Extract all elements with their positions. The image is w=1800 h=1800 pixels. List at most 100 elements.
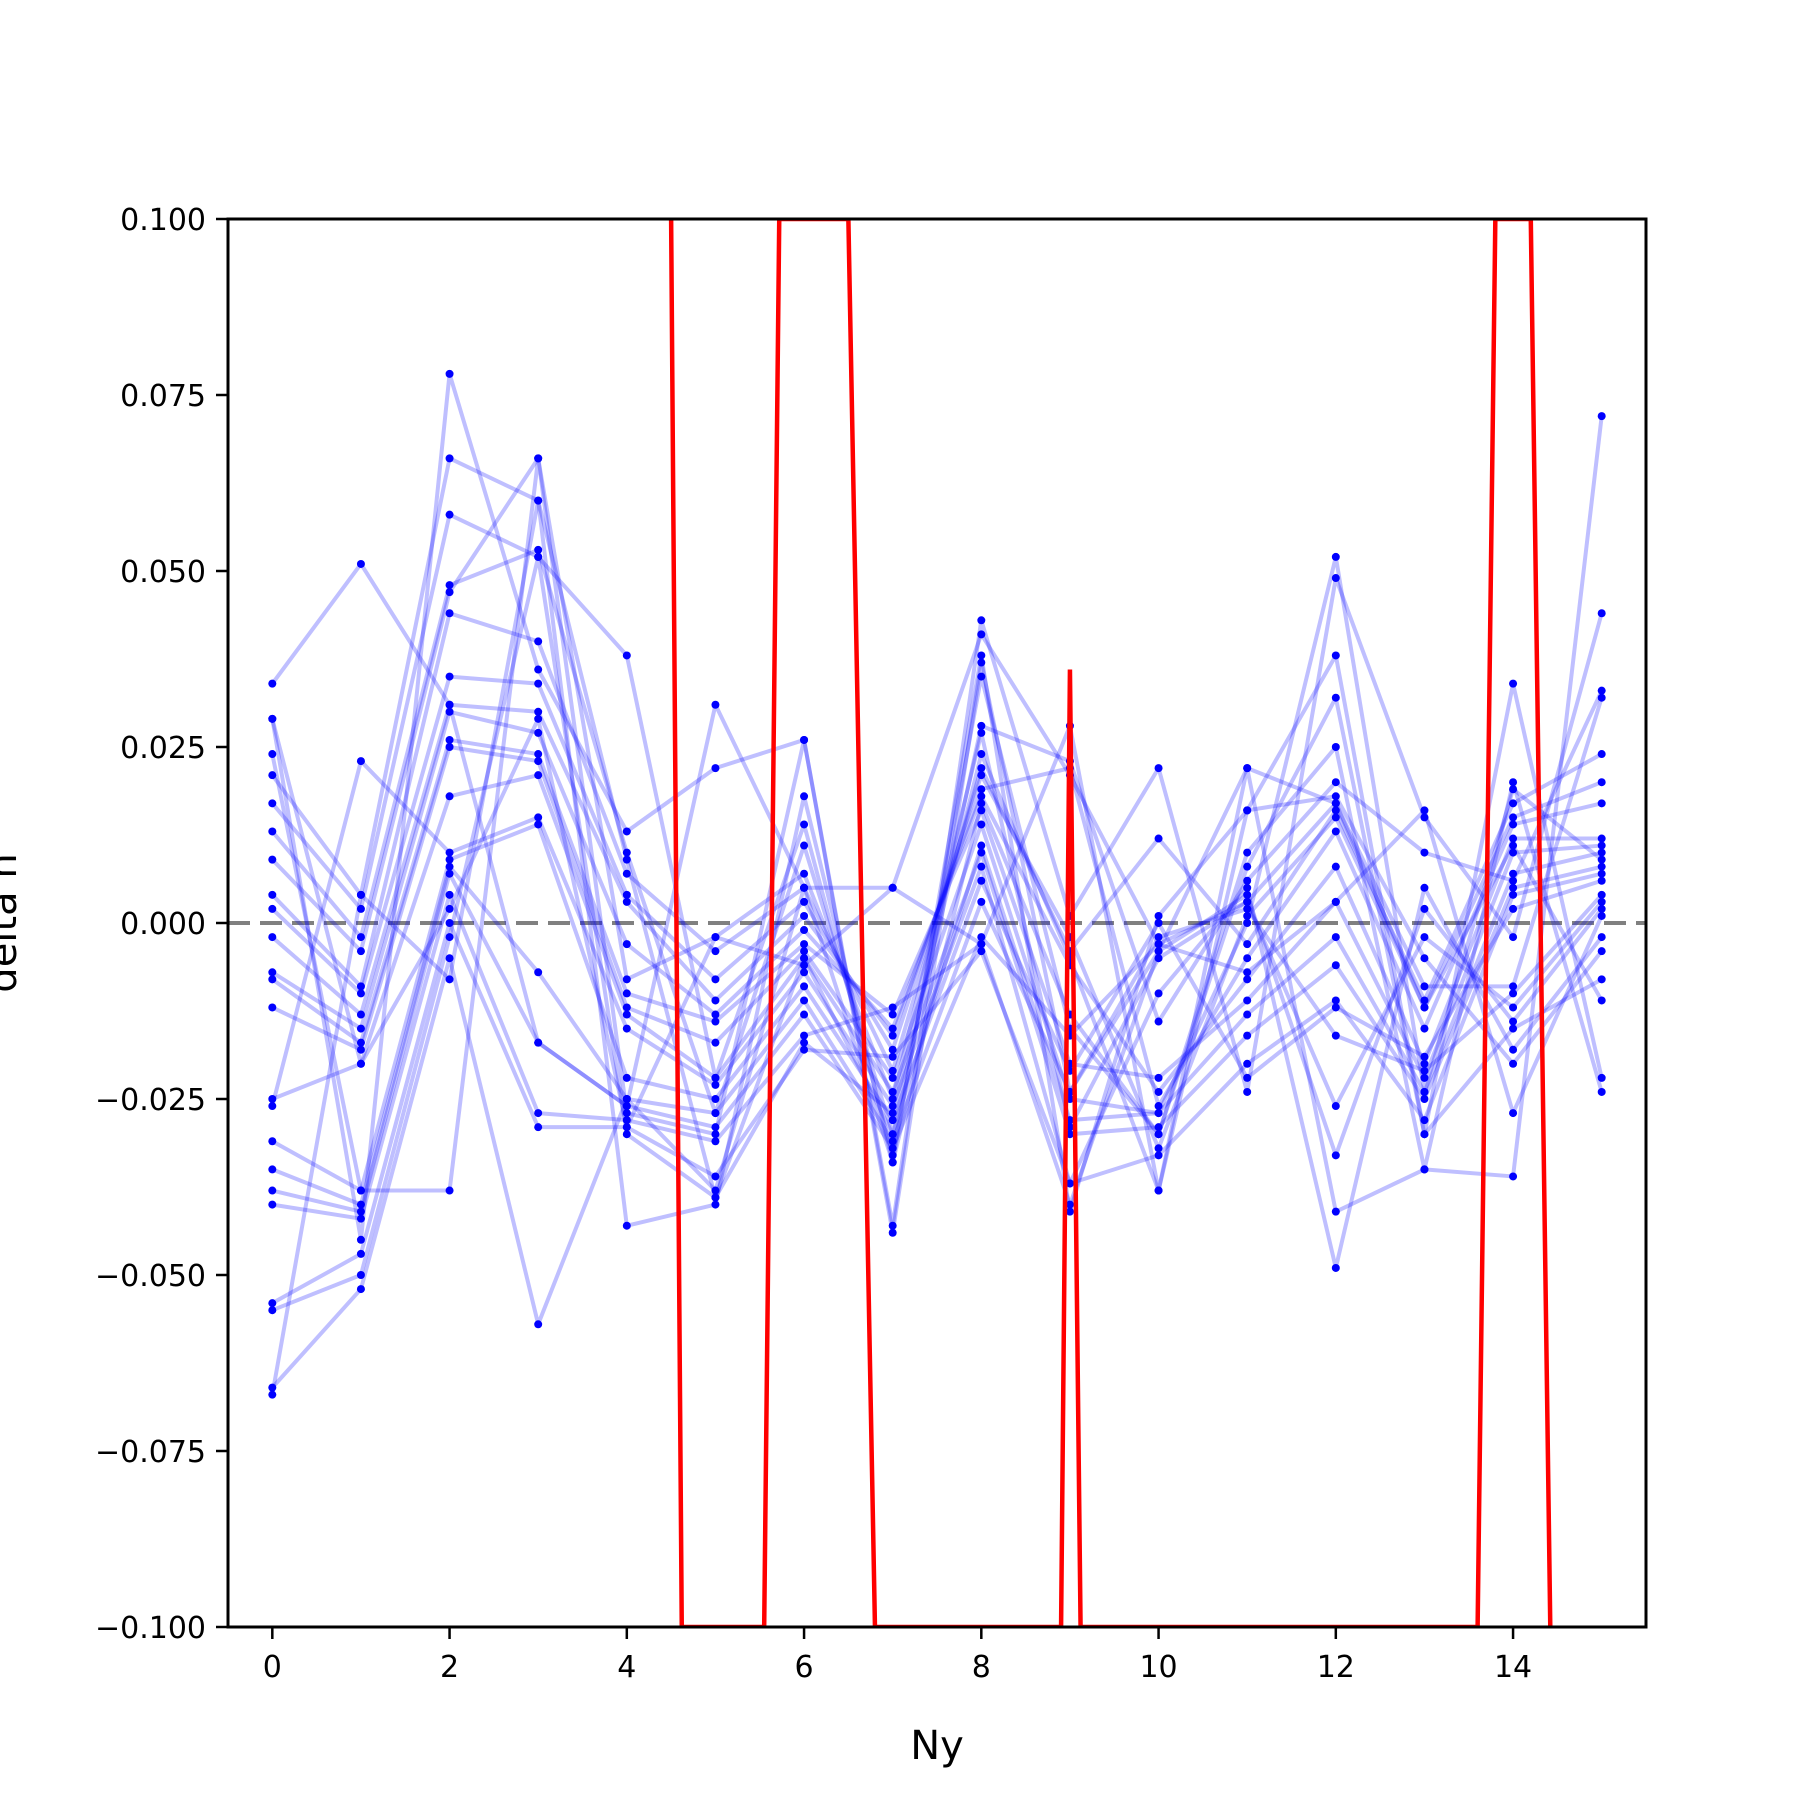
series-6-point-14 bbox=[1509, 982, 1518, 991]
series-15-point-14 bbox=[1509, 904, 1518, 913]
series-4-point-7 bbox=[888, 1151, 897, 1160]
series-line-1 bbox=[270, 415, 1604, 1214]
series-24-point-10 bbox=[1154, 940, 1163, 949]
series-14-point-15 bbox=[1597, 869, 1606, 878]
series-22-point-6 bbox=[800, 954, 809, 963]
series-19-point-5 bbox=[711, 1172, 720, 1181]
series-12-point-1 bbox=[356, 1045, 365, 1054]
series-21-point-8 bbox=[977, 799, 986, 808]
series-18-point-8 bbox=[977, 940, 986, 949]
series-20-point-6 bbox=[800, 1038, 809, 1047]
series-7-point-7 bbox=[888, 1066, 897, 1075]
series-21-point-7 bbox=[888, 1158, 897, 1167]
series-11-point-2 bbox=[445, 735, 454, 744]
series-8-point-1 bbox=[356, 989, 365, 998]
series-23-point-15 bbox=[1597, 996, 1606, 1005]
series-5-point-8 bbox=[977, 721, 986, 730]
x-axis-ticks: 0 2 4 6 8 10 12 14 bbox=[263, 1627, 1532, 1685]
series-19-point-8 bbox=[977, 947, 986, 956]
series-6-point-15 bbox=[1597, 693, 1606, 702]
series-11-point-3 bbox=[534, 750, 543, 759]
series-line-15 bbox=[271, 822, 1603, 1193]
series-6-point-4 bbox=[622, 975, 631, 984]
series-12-point-4 bbox=[622, 1003, 631, 1012]
series-14-point-4 bbox=[622, 1024, 631, 1033]
series-14-point-2 bbox=[445, 848, 454, 857]
series-line-7 bbox=[270, 611, 1603, 1073]
series-15-point-0 bbox=[268, 1137, 277, 1146]
series-5-point-4 bbox=[622, 848, 631, 857]
y-tick-label: −0.075 bbox=[95, 1435, 206, 1470]
series-9-point-1 bbox=[356, 1010, 365, 1019]
series-3-point-9 bbox=[1065, 1207, 1074, 1216]
series-16-point-6 bbox=[800, 996, 809, 1005]
x-tick-label: 4 bbox=[617, 1650, 636, 1685]
series-22-point-4 bbox=[622, 855, 631, 864]
series-3-point-10 bbox=[1154, 911, 1163, 920]
series-10-point-12 bbox=[1331, 862, 1340, 871]
series-21-point-13 bbox=[1420, 1130, 1429, 1139]
series-1-point-12 bbox=[1331, 1207, 1340, 1216]
series-10-point-0 bbox=[268, 968, 277, 977]
series-3-point-2 bbox=[445, 454, 454, 463]
series-2-point-8 bbox=[977, 616, 986, 625]
y-tick-label: 0.100 bbox=[120, 203, 206, 238]
series-7-point-8 bbox=[977, 764, 986, 773]
series-19-point-3 bbox=[534, 1123, 543, 1132]
series-5-point-0 bbox=[268, 827, 277, 836]
y-tick-label: 0.000 bbox=[120, 907, 206, 942]
series-17-point-11 bbox=[1243, 897, 1252, 906]
series-9-point-15 bbox=[1597, 799, 1606, 808]
series-4-point-15 bbox=[1597, 1087, 1606, 1096]
series-18-point-3 bbox=[534, 1109, 543, 1118]
series-1-point-1 bbox=[356, 559, 365, 568]
series-10-point-1 bbox=[356, 1024, 365, 1033]
series-6-point-10 bbox=[1154, 954, 1163, 963]
series-lines bbox=[270, 371, 1604, 1396]
series-15-point-12 bbox=[1331, 1003, 1340, 1012]
series-11-point-5 bbox=[711, 1017, 720, 1026]
series-21-point-12 bbox=[1331, 693, 1340, 702]
series-22-point-15 bbox=[1597, 855, 1606, 864]
series-18-point-6 bbox=[800, 1031, 809, 1040]
series-3-point-0 bbox=[268, 771, 277, 780]
series-22-point-8 bbox=[977, 841, 986, 850]
series-13-point-8 bbox=[977, 848, 986, 857]
series-22-point-11 bbox=[1243, 919, 1252, 927]
series-23-point-13 bbox=[1420, 1003, 1429, 1012]
series-2-point-2 bbox=[445, 369, 454, 378]
series-14-point-3 bbox=[534, 813, 543, 822]
series-20-point-10 bbox=[1154, 1186, 1163, 1195]
series-18-point-0 bbox=[268, 1200, 277, 1209]
series-14-point-12 bbox=[1331, 996, 1340, 1005]
series-14-point-1 bbox=[356, 757, 365, 766]
series-line-12 bbox=[271, 745, 1603, 1116]
series-14-point-0 bbox=[268, 1102, 277, 1111]
series-9-point-11 bbox=[1243, 954, 1252, 963]
series-14-point-6 bbox=[800, 968, 809, 977]
series-11-point-0 bbox=[268, 975, 277, 984]
series-14-point-8 bbox=[977, 862, 986, 871]
series-5-point-6 bbox=[800, 841, 809, 850]
series-18-point-5 bbox=[711, 1137, 720, 1146]
series-16-point-1 bbox=[356, 1200, 365, 1209]
series-3-point-5 bbox=[711, 1200, 720, 1209]
series-16-point-8 bbox=[977, 897, 986, 906]
x-tick-label: 10 bbox=[1139, 1650, 1177, 1685]
series-22-point-10 bbox=[1154, 1109, 1163, 1118]
series-20-point-11 bbox=[1243, 806, 1252, 815]
series-10-point-3 bbox=[534, 728, 543, 737]
series-17-point-8 bbox=[977, 933, 986, 942]
series-8-point-7 bbox=[888, 1045, 897, 1054]
series-17-point-6 bbox=[800, 1010, 809, 1019]
series-10-point-4 bbox=[622, 940, 631, 949]
series-10-point-14 bbox=[1509, 834, 1518, 843]
series-12-point-15 bbox=[1597, 848, 1606, 857]
series-4-point-14 bbox=[1509, 778, 1518, 787]
series-4-point-8 bbox=[977, 672, 986, 681]
series-4-point-11 bbox=[1243, 848, 1252, 857]
series-21-point-6 bbox=[800, 883, 809, 892]
series-line-10 bbox=[271, 709, 1602, 1094]
series-23-point-11 bbox=[1243, 764, 1252, 773]
series-17-point-0 bbox=[268, 1186, 277, 1195]
